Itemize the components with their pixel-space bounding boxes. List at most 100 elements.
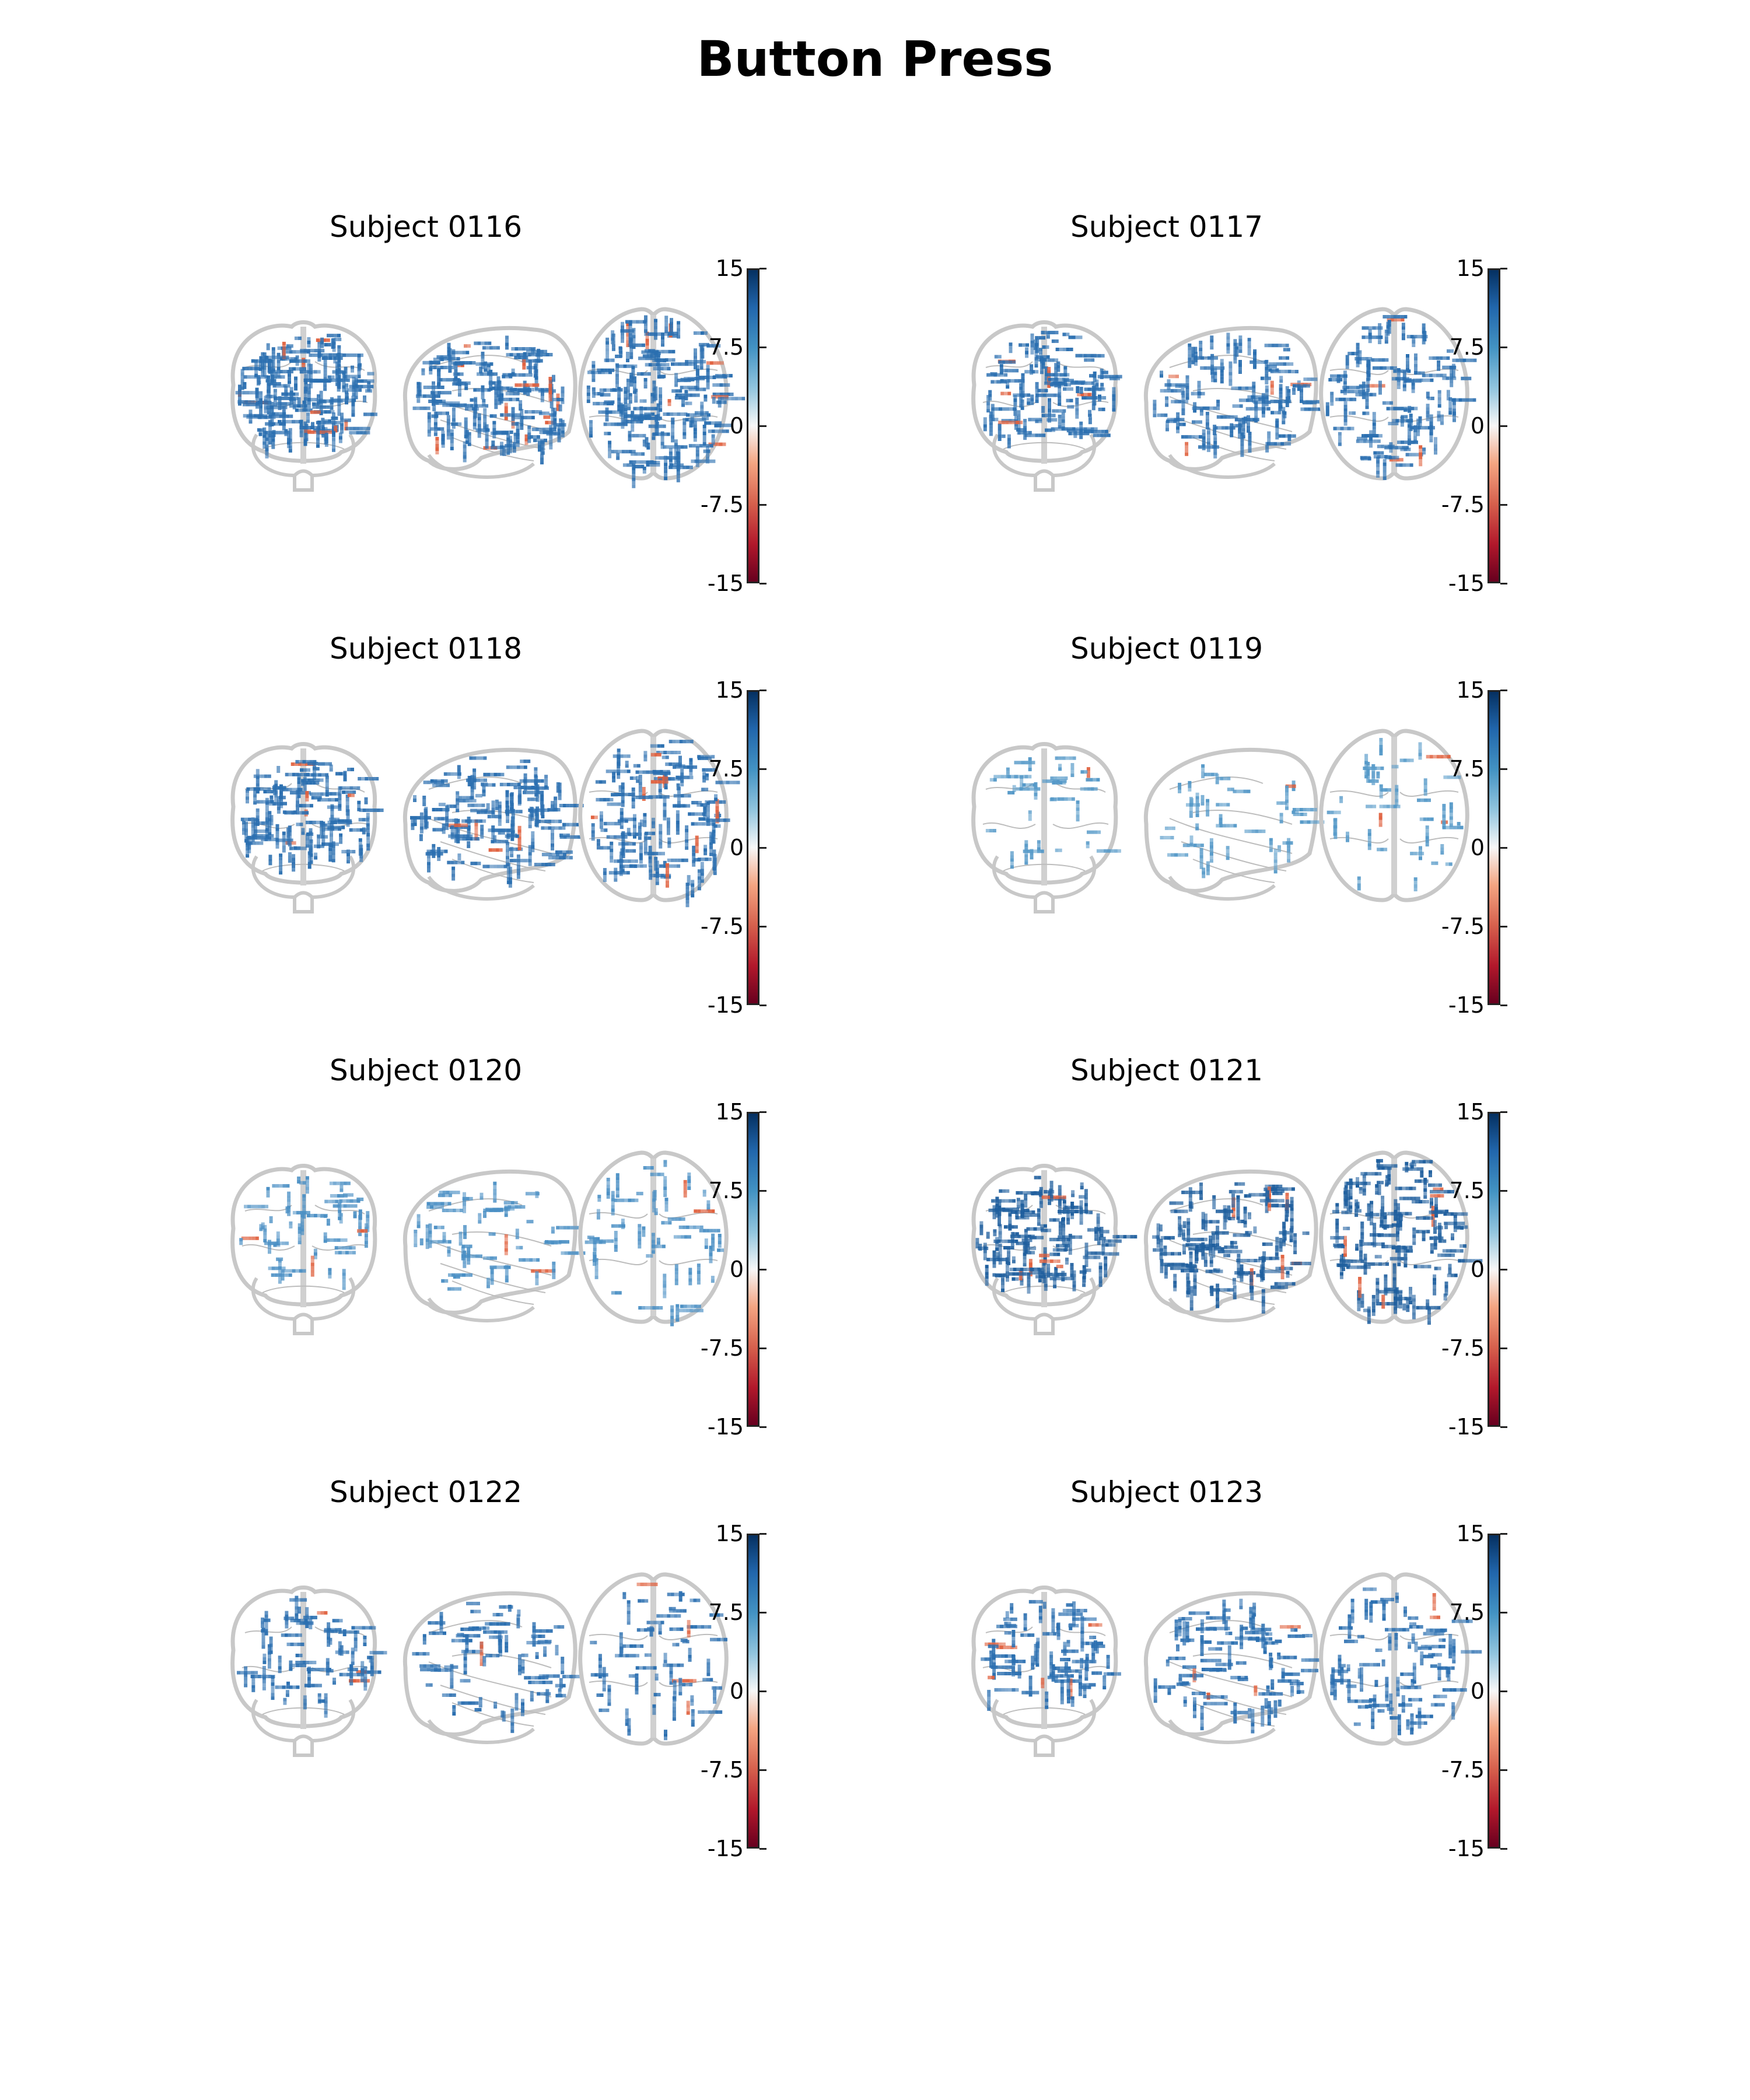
activation-voxel xyxy=(1042,336,1046,340)
activation-voxel xyxy=(292,788,296,792)
activation-voxel xyxy=(587,370,591,374)
activation-voxel xyxy=(324,443,328,447)
activation-voxel xyxy=(1091,393,1096,397)
activation-voxel xyxy=(1191,346,1195,351)
activation-voxel xyxy=(272,786,276,790)
activation-voxel xyxy=(325,779,329,783)
activation-voxel xyxy=(1429,356,1433,360)
activation-voxel xyxy=(331,859,335,863)
activation-voxel xyxy=(467,344,471,348)
activation-voxel xyxy=(481,351,485,355)
activation-voxel xyxy=(719,393,723,396)
activation-voxel xyxy=(702,387,706,391)
activation-voxel xyxy=(333,820,337,824)
activation-voxel xyxy=(1010,379,1014,383)
activation-voxel xyxy=(323,366,327,370)
activation-voxel xyxy=(1166,424,1169,428)
activation-voxel xyxy=(1091,358,1095,362)
activation-voxel xyxy=(327,375,331,379)
activation-voxel xyxy=(541,447,545,452)
activation-voxel xyxy=(699,366,704,370)
activation-voxel xyxy=(1197,384,1201,388)
activation-voxel xyxy=(556,432,561,436)
activation-voxel xyxy=(262,441,267,445)
activation-voxel xyxy=(666,363,670,367)
activation-voxel xyxy=(298,762,302,766)
activation-voxel xyxy=(670,334,674,338)
activation-voxel xyxy=(501,839,505,844)
activation-voxel xyxy=(327,342,331,346)
activation-voxel xyxy=(988,393,992,397)
activation-voxel xyxy=(1210,360,1214,365)
activation-voxel xyxy=(1391,444,1395,449)
activation-voxel xyxy=(317,838,320,842)
activation-voxel xyxy=(1366,388,1370,392)
activation-voxel xyxy=(505,397,509,401)
activation-voxel xyxy=(627,407,631,411)
activation-voxel xyxy=(329,764,333,768)
activation-voxel xyxy=(321,828,326,832)
activation-voxel xyxy=(1104,370,1108,374)
activation-voxel xyxy=(265,801,269,805)
activation-voxel xyxy=(253,790,257,794)
activation-voxel xyxy=(989,418,993,422)
activation-voxel xyxy=(1300,396,1303,400)
activation-voxel xyxy=(265,454,269,459)
activation-voxel xyxy=(339,836,343,841)
activation-voxel xyxy=(675,389,679,393)
activation-voxel xyxy=(666,445,670,449)
activation-voxel xyxy=(620,422,624,426)
activation-voxel xyxy=(592,378,596,382)
activation-voxel xyxy=(1303,377,1307,382)
activation-voxel xyxy=(1101,354,1105,358)
activation-voxel xyxy=(261,352,265,356)
activation-voxel xyxy=(1414,370,1418,374)
activation-voxel xyxy=(279,864,283,868)
activation-voxel xyxy=(433,386,438,389)
activation-voxel xyxy=(342,786,346,790)
activation-voxel xyxy=(1364,434,1368,438)
activation-voxel xyxy=(538,444,541,449)
activation-voxel xyxy=(1373,455,1377,459)
activation-voxel xyxy=(1362,326,1366,330)
activation-voxel xyxy=(276,803,281,807)
activation-voxel xyxy=(317,340,321,344)
activation-voxel xyxy=(694,366,697,370)
activation-voxel xyxy=(500,452,503,456)
figure-title: Button Press xyxy=(696,30,1054,88)
activation-voxel xyxy=(628,450,632,454)
activation-voxel xyxy=(668,451,673,455)
activation-voxel xyxy=(1378,337,1382,341)
activation-voxel xyxy=(1275,418,1279,422)
activation-voxel xyxy=(251,817,255,821)
activation-voxel xyxy=(1256,360,1261,364)
activation-voxel xyxy=(1098,398,1101,402)
activation-voxel xyxy=(511,425,515,429)
activation-voxel xyxy=(561,430,565,434)
activation-voxel xyxy=(1336,426,1340,430)
activation-voxel xyxy=(698,459,702,463)
activation-voxel xyxy=(284,396,288,400)
activation-voxel xyxy=(642,470,646,474)
activation-voxel xyxy=(253,825,257,830)
activation-voxel xyxy=(1194,362,1198,366)
activation-voxel xyxy=(317,351,321,355)
activation-voxel xyxy=(249,366,253,370)
activation-voxel xyxy=(690,413,693,417)
activation-voxel xyxy=(1432,426,1435,430)
activation-voxel xyxy=(1409,428,1413,432)
activation-voxel xyxy=(411,819,415,823)
activation-voxel xyxy=(272,379,276,383)
activation-voxel xyxy=(655,429,659,432)
activation-voxel xyxy=(294,380,298,384)
activation-voxel xyxy=(643,382,648,385)
activation-voxel xyxy=(1371,434,1375,438)
activation-voxel xyxy=(1292,391,1296,395)
activation-voxel xyxy=(313,762,317,766)
activation-voxel xyxy=(1167,383,1171,387)
activation-voxel xyxy=(470,808,474,813)
activation-voxel xyxy=(659,387,663,391)
activation-voxel xyxy=(295,408,299,412)
activation-voxel xyxy=(274,786,278,790)
activation-voxel xyxy=(693,424,697,428)
